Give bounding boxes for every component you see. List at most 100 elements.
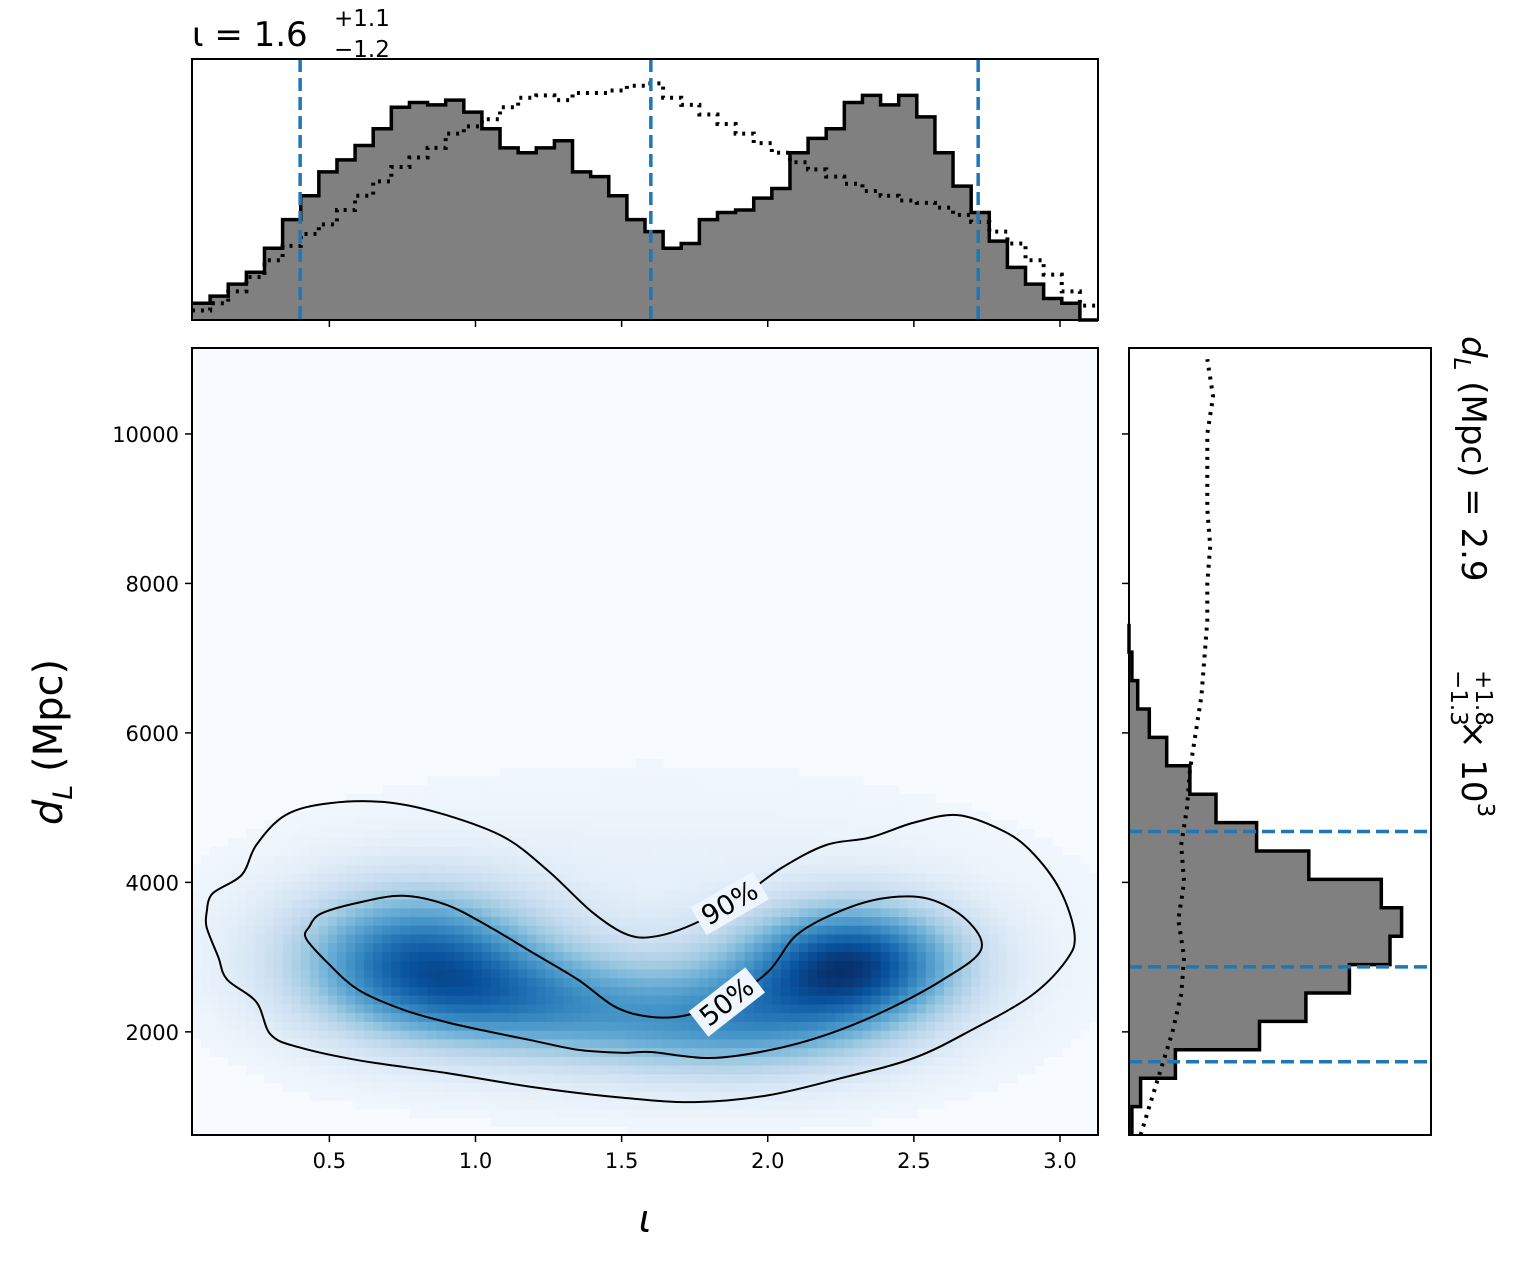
heatmap-cell (735, 820, 746, 830)
heatmap-cell (617, 828, 628, 839)
heatmap-cell (762, 1056, 773, 1066)
heatmap-cell (690, 986, 700, 996)
heatmap-cell (391, 995, 401, 1005)
heatmap-cell (645, 1108, 655, 1119)
heatmap-cell (318, 916, 329, 926)
heatmap-cell (835, 846, 845, 856)
heatmap-cell (518, 776, 528, 786)
heatmap-cell (572, 837, 583, 848)
heatmap-cell (282, 890, 293, 900)
heatmap-cell (509, 1108, 519, 1119)
heatmap-cell (545, 1082, 555, 1092)
heatmap-cell (536, 855, 546, 865)
heatmap-cell (509, 1012, 519, 1022)
heatmap-cell (454, 890, 465, 900)
heatmap-cell (907, 1021, 918, 1031)
heatmap-cell (998, 916, 1008, 926)
heatmap-cell (771, 1117, 782, 1127)
heatmap-cell (599, 1038, 610, 1049)
heatmap-cell (862, 1047, 873, 1057)
heatmap-cell (635, 767, 646, 778)
heatmap-cell (327, 925, 338, 935)
heatmap-cell (291, 1003, 302, 1014)
heatmap-cell (962, 1030, 972, 1040)
heatmap-cell (617, 960, 628, 970)
heatmap-cell (355, 863, 365, 874)
heatmap-cell (717, 793, 728, 804)
heatmap-cell (336, 872, 347, 883)
heatmap-cell (346, 846, 356, 856)
heatmap-cell (581, 1056, 592, 1066)
heatmap-cell (228, 837, 238, 848)
heatmap-cell (373, 1073, 383, 1084)
heatmap-cell (291, 811, 302, 821)
heatmap-cell (980, 1082, 990, 1092)
heatmap-cell (654, 1065, 664, 1075)
heatmap-cell (192, 872, 202, 883)
heatmap-cell (273, 1056, 284, 1066)
heatmap-cell (717, 977, 728, 987)
heatmap-cell (880, 1091, 891, 1101)
heatmap-cell (789, 793, 800, 804)
heatmap-cell (699, 1065, 710, 1075)
heatmap-cell (391, 1003, 401, 1014)
heatmap-cell (509, 811, 519, 821)
heatmap-cell (744, 767, 755, 778)
heatmap-cell (490, 837, 501, 848)
heatmap-cell (427, 828, 438, 839)
heatmap-cell (871, 820, 882, 830)
heatmap-cell (445, 986, 456, 996)
heatmap-cell (889, 1065, 900, 1075)
heatmap-cell (309, 898, 320, 909)
heatmap-cell (889, 872, 900, 883)
heatmap-cell (789, 942, 800, 952)
heatmap-cell (962, 820, 972, 830)
heatmap-cell (1052, 942, 1063, 952)
heatmap-cell (445, 793, 456, 804)
heatmap-cell (980, 951, 990, 961)
heatmap-cell (880, 846, 891, 856)
heatmap-cell (527, 1021, 537, 1031)
heatmap-cell (554, 846, 565, 856)
heatmap-cell (844, 855, 854, 865)
heatmap-cell (255, 942, 266, 952)
heatmap-cell (454, 811, 465, 821)
heatmap-cell (599, 1065, 610, 1075)
heatmap-cell (400, 1073, 411, 1084)
heatmap-cell (427, 986, 438, 996)
heatmap-cell (808, 1091, 818, 1101)
heatmap-cell (608, 890, 619, 900)
heatmap-cell (835, 995, 845, 1005)
heatmap-cell (943, 986, 954, 996)
heatmap-cell (672, 933, 682, 944)
heatmap-cell (228, 855, 238, 865)
heatmap-cell (989, 1030, 999, 1040)
heatmap-cell (481, 811, 492, 821)
heatmap-cell (907, 960, 918, 970)
heatmap-cell (427, 785, 438, 795)
heatmap-cell (219, 898, 229, 909)
heatmap-cell (744, 793, 755, 804)
heatmap-cell (246, 968, 257, 979)
heatmap-cell (617, 1012, 628, 1022)
heatmap-cell (545, 916, 555, 926)
heatmap-cell (889, 907, 900, 917)
heatmap-cell (608, 1073, 619, 1084)
heatmap-cell (645, 907, 655, 917)
heatmap-cell (318, 1082, 329, 1092)
heatmap-cell (808, 828, 818, 839)
heatmap-cell (907, 820, 918, 830)
heatmap-cell (327, 951, 338, 961)
heatmap-cell (762, 1021, 773, 1031)
heatmap-cell (799, 855, 809, 865)
heatmap-cell (898, 977, 909, 987)
heatmap-cell (871, 898, 882, 909)
heatmap-cell (681, 1021, 691, 1031)
heatmap-cell (853, 916, 864, 926)
heatmap-cell (635, 1100, 646, 1110)
heatmap-cell (509, 855, 519, 865)
heatmap-cell (590, 1100, 601, 1110)
heatmap-cell (400, 898, 411, 909)
heatmap-cell (427, 820, 438, 830)
heatmap-cell (835, 977, 845, 987)
